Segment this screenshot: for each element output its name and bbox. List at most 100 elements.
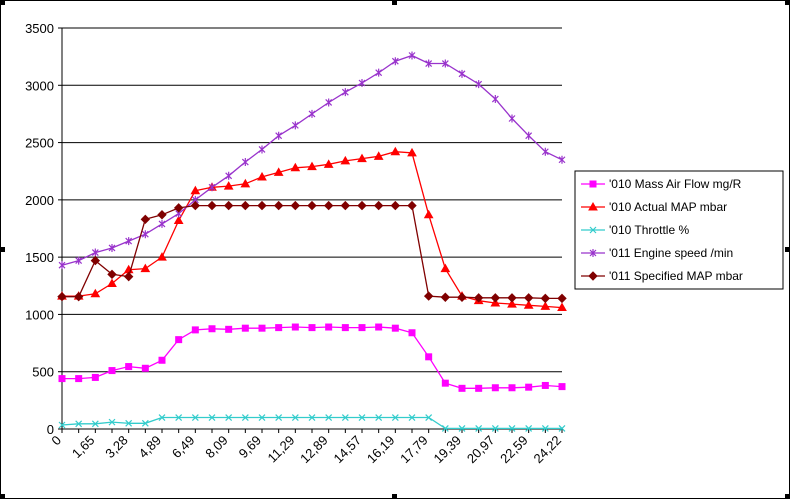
data-point <box>408 414 416 421</box>
data-point <box>325 414 333 421</box>
data-point <box>208 414 216 421</box>
data-point <box>540 293 551 304</box>
data-point <box>341 88 349 97</box>
data-point <box>125 237 133 246</box>
selection-handle[interactable] <box>785 0 790 5</box>
data-point <box>473 293 484 303</box>
data-point <box>273 167 284 176</box>
data-point <box>407 200 417 211</box>
data-point <box>390 146 401 156</box>
selection-handle[interactable] <box>0 0 5 5</box>
data-point <box>508 114 516 123</box>
data-point <box>290 200 301 211</box>
data-point <box>223 200 234 211</box>
data-point <box>173 215 184 224</box>
data-point <box>508 425 516 432</box>
data-point <box>358 414 366 421</box>
data-point <box>240 200 251 211</box>
data-point <box>308 414 316 421</box>
selection-handle[interactable] <box>392 494 397 499</box>
selection-handle[interactable] <box>392 0 397 5</box>
data-point <box>475 425 483 432</box>
data-point <box>190 185 201 195</box>
data-point <box>391 57 399 66</box>
data-point <box>291 121 299 130</box>
y-tick-label: 1000 <box>25 307 54 322</box>
data-point <box>391 414 399 421</box>
data-point <box>391 324 399 332</box>
data-point <box>423 291 434 301</box>
legend-marker <box>588 201 598 211</box>
data-point <box>141 364 149 372</box>
data-point <box>123 271 134 282</box>
data-point <box>75 420 83 428</box>
data-point <box>140 263 151 273</box>
data-point <box>291 414 299 421</box>
data-point <box>325 98 333 107</box>
data-point <box>525 425 533 432</box>
legend: '010 Mass Air Flow mg/R '010 Actual MAP m… <box>574 170 784 290</box>
y-tick-label: 500 <box>32 365 54 380</box>
data-point <box>91 420 99 428</box>
data-point <box>525 131 533 140</box>
data-point <box>258 145 266 154</box>
data-point <box>291 323 299 331</box>
data-point <box>257 200 267 211</box>
data-point <box>290 162 301 172</box>
series-3 <box>58 414 566 432</box>
data-point <box>308 324 316 332</box>
data-point <box>441 379 449 387</box>
data-point <box>125 363 133 371</box>
legend-entry: '010 Actual MAP mbar <box>581 200 727 214</box>
data-point <box>208 325 216 333</box>
legend-box <box>574 170 784 290</box>
series-group <box>57 51 567 432</box>
data-point <box>540 301 551 310</box>
y-tick-label: 2500 <box>25 136 54 151</box>
data-point <box>73 291 84 302</box>
data-point <box>373 200 384 211</box>
data-point <box>541 147 549 156</box>
data-point <box>307 200 317 211</box>
data-point <box>475 80 483 89</box>
y-tick-label: 0 <box>47 422 54 437</box>
data-point <box>275 414 283 421</box>
data-point <box>458 425 466 432</box>
data-point <box>225 171 233 180</box>
legend-label: '011 Specified MAP mbar <box>609 269 743 283</box>
data-point <box>241 158 249 167</box>
selection-handle[interactable] <box>0 247 5 252</box>
data-point <box>307 161 317 171</box>
data-point <box>107 278 117 287</box>
data-point <box>173 203 184 213</box>
selection-handle[interactable] <box>785 494 790 499</box>
data-point <box>375 414 383 421</box>
y-tick-label: 2000 <box>25 193 54 208</box>
data-point <box>425 414 433 421</box>
legend-entry: '011 Specified MAP mbar <box>581 269 743 283</box>
selection-handle[interactable] <box>785 247 790 252</box>
data-point <box>523 293 534 303</box>
data-point <box>341 414 349 421</box>
data-point <box>258 414 266 421</box>
legend-entry: '010 Mass Air Flow mg/R <box>581 177 742 191</box>
data-point <box>458 69 466 78</box>
data-point <box>357 153 367 163</box>
data-point <box>507 293 517 303</box>
data-point <box>273 200 284 211</box>
data-point <box>373 151 384 160</box>
data-point <box>223 181 234 190</box>
data-point <box>558 425 566 432</box>
legend-marker <box>588 271 598 281</box>
data-point <box>157 252 167 261</box>
legend-label: '011 Engine speed /min <box>609 246 733 260</box>
data-point <box>508 384 516 392</box>
data-point <box>158 219 166 228</box>
data-point <box>90 288 101 298</box>
legend-marker <box>589 180 597 188</box>
legend-label: '010 Throttle % <box>609 223 689 237</box>
data-point <box>91 373 99 381</box>
data-point <box>475 384 483 392</box>
selection-handle[interactable] <box>0 494 5 499</box>
